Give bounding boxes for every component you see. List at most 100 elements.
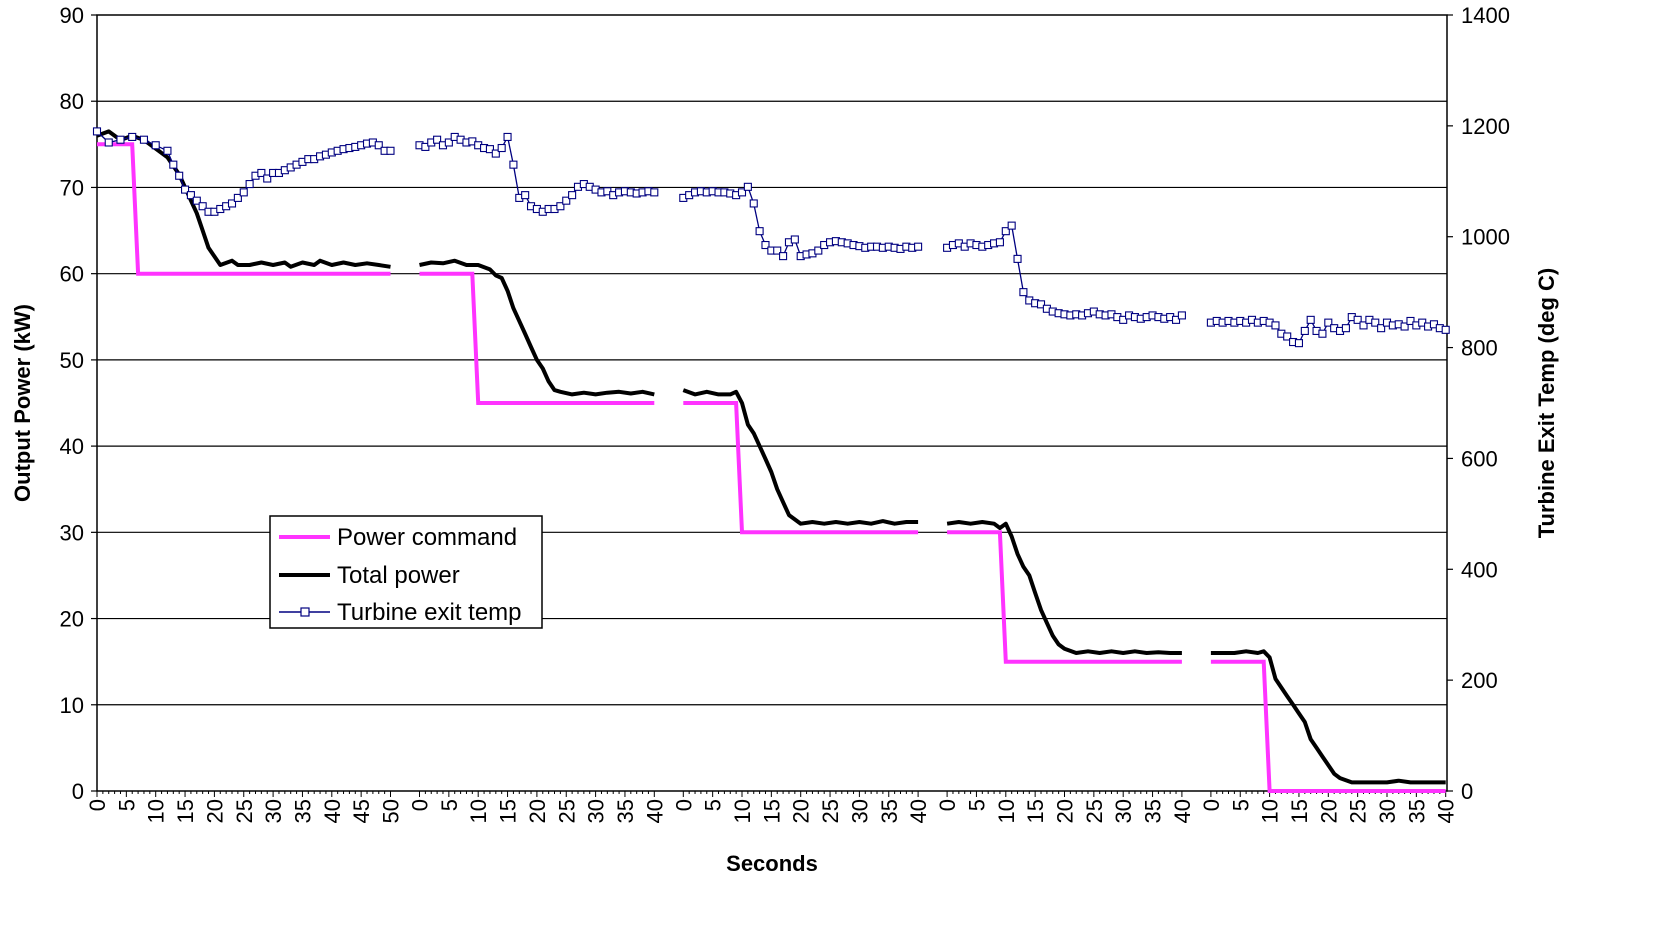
x-axis-tick-label: 0: [1199, 799, 1224, 811]
turbine-exit-temp-point: [737, 188, 747, 197]
turbine-exit-temp-point: [503, 132, 512, 141]
turbine-exit-temp-point: [104, 138, 113, 147]
x-axis-tick-label: 5: [437, 799, 462, 811]
x-axis-tick-label: 10: [466, 799, 491, 823]
turbine-exit-temp-point: [1300, 326, 1309, 335]
turbine-exit-temp-point: [1371, 318, 1380, 327]
turbine-exit-temp-point: [1283, 332, 1292, 341]
left-axis-tick-label: 20: [60, 607, 84, 632]
turbine-exit-temp-point: [1171, 315, 1181, 324]
x-axis-tick-label: 30: [261, 799, 286, 823]
x-axis-tick-label: 10: [144, 799, 169, 823]
turbine-exit-temp-point: [814, 246, 823, 255]
right-axis-tick-label: 1400: [1461, 3, 1510, 28]
x-axis-tick-label: 15: [496, 799, 521, 823]
turbine-exit-temp-point: [562, 196, 571, 205]
turbine-exit-temp-point: [1001, 227, 1010, 236]
x-axis-tick-label: 5: [964, 799, 989, 811]
turbine-exit-temp-point: [556, 202, 565, 211]
x-axis-tick-label: 35: [290, 799, 315, 823]
left-axis-title: Output Power (kW): [10, 304, 35, 502]
right-axis-tick-label: 1200: [1461, 114, 1510, 139]
right-axis-title: Turbine Exit Temp (deg C): [1534, 268, 1559, 539]
turbine-exit-temp-point: [233, 193, 242, 202]
turbine-exit-temp-point: [116, 135, 125, 144]
x-axis-tick-label: 40: [320, 799, 345, 823]
turbine-exit-temp-point: [914, 242, 923, 251]
turbine-exit-temp-line: [946, 224, 1183, 321]
turbine-exit-temp-point: [1007, 221, 1016, 230]
turbine-exit-temp-point: [790, 235, 799, 244]
turbine-exit-temp-point: [521, 191, 530, 200]
turbine-exit-temp-point: [139, 135, 149, 144]
right-axis-tick-label: 200: [1461, 668, 1498, 693]
x-axis-tick-label: 30: [1375, 799, 1400, 823]
x-axis-tick-label: 25: [1082, 799, 1107, 823]
turbine-exit-temp-point: [169, 160, 178, 169]
x-axis-tick-label: 30: [1111, 799, 1136, 823]
turbine-exit-temp-point: [650, 188, 659, 197]
turbine-exit-temp-point: [186, 191, 195, 200]
left-axis-tick-label: 60: [60, 262, 84, 287]
x-axis-tick-label: 15: [173, 799, 198, 823]
turbine-exit-temp-point: [1318, 329, 1327, 338]
turbine-exit-temp-point: [749, 199, 758, 208]
legend-marker-turbine-exit-temp: [300, 607, 310, 617]
turbine-exit-temp-point: [444, 138, 453, 147]
left-axis-tick-label: 90: [60, 3, 84, 28]
turbine-exit-temp-point: [491, 149, 500, 158]
turbine-exit-temp-point: [773, 246, 782, 255]
turbine-exit-temp-point: [92, 127, 102, 136]
turbine-exit-temp-point: [1019, 288, 1028, 297]
x-axis: 0 5 10 15 20 25 30 35 40 45 50 0 5 10 15 20 25 30 35 40 0 5 10…: [85, 791, 1459, 823]
power-command-line: [683, 401, 919, 535]
turbine-exit-temp-point: [245, 180, 254, 189]
x-axis-tick-label: 45: [349, 799, 374, 823]
turbine-exit-temp-point: [227, 199, 237, 208]
turbine-exit-temp-point: [1271, 321, 1280, 330]
turbine-exit-temp-point: [1353, 315, 1362, 324]
x-axis-tick-label: 35: [1141, 799, 1166, 823]
turbine-exit-temp-point: [175, 171, 184, 180]
turbine-exit-temp-point: [1400, 322, 1409, 331]
x-axis-tick-label: 10: [730, 799, 755, 823]
series-group: [92, 127, 1450, 793]
left-axis-tick-label: 50: [60, 348, 84, 373]
x-axis-tick-label: 5: [701, 799, 726, 811]
turbine-exit-temp-point: [1306, 315, 1315, 324]
x-axis-tick-label: 0: [671, 799, 696, 811]
turbine-exit-temp-point: [485, 145, 494, 154]
x-axis-tick-label: 35: [877, 799, 902, 823]
x-axis-tick-label: 5: [1228, 799, 1253, 811]
legend: Power command Total power Turbine exit t…: [269, 515, 543, 629]
left-axis: 0 10 20 30 40 50 60 70 80 90: [60, 3, 97, 804]
power-command-line: [1210, 659, 1446, 793]
turbine-exit-temp-point: [497, 143, 506, 153]
turbine-exit-temp-point: [1324, 318, 1333, 327]
turbine-exit-temp-point: [181, 185, 190, 194]
x-axis-tick-label: 20: [1316, 799, 1341, 823]
x-axis-title: Seconds: [726, 851, 818, 876]
left-axis-tick-label: 0: [72, 779, 84, 804]
x-axis-tick-label: 20: [525, 799, 550, 823]
turbine-exit-temp-point: [761, 240, 770, 250]
right-axis-tick-label: 800: [1461, 336, 1498, 361]
turbine-exit-temp-point: [1359, 321, 1368, 330]
x-axis-tick-label: 0: [935, 799, 960, 811]
power-command-line: [419, 271, 655, 405]
x-axis-tick-label: 40: [642, 799, 667, 823]
turbine-exit-temp-point: [1013, 254, 1022, 263]
turbine-exit-temp-point: [1294, 339, 1303, 348]
turbine-exit-temp-point: [1036, 300, 1046, 309]
x-axis-tick-label: 40: [906, 799, 931, 823]
right-axis-tick-label: 600: [1461, 446, 1498, 471]
turbine-exit-temp-point: [374, 141, 383, 150]
x-axis-tick-label: 0: [85, 799, 110, 811]
x-axis-tick-label: 35: [1404, 799, 1429, 823]
turbine-exit-temp-point: [743, 182, 752, 191]
legend-box: [269, 515, 543, 629]
x-axis-tick-label: 35: [613, 799, 638, 823]
legend-label-total-power: Total power: [337, 562, 460, 589]
x-axis-tick-label: 25: [554, 799, 579, 823]
